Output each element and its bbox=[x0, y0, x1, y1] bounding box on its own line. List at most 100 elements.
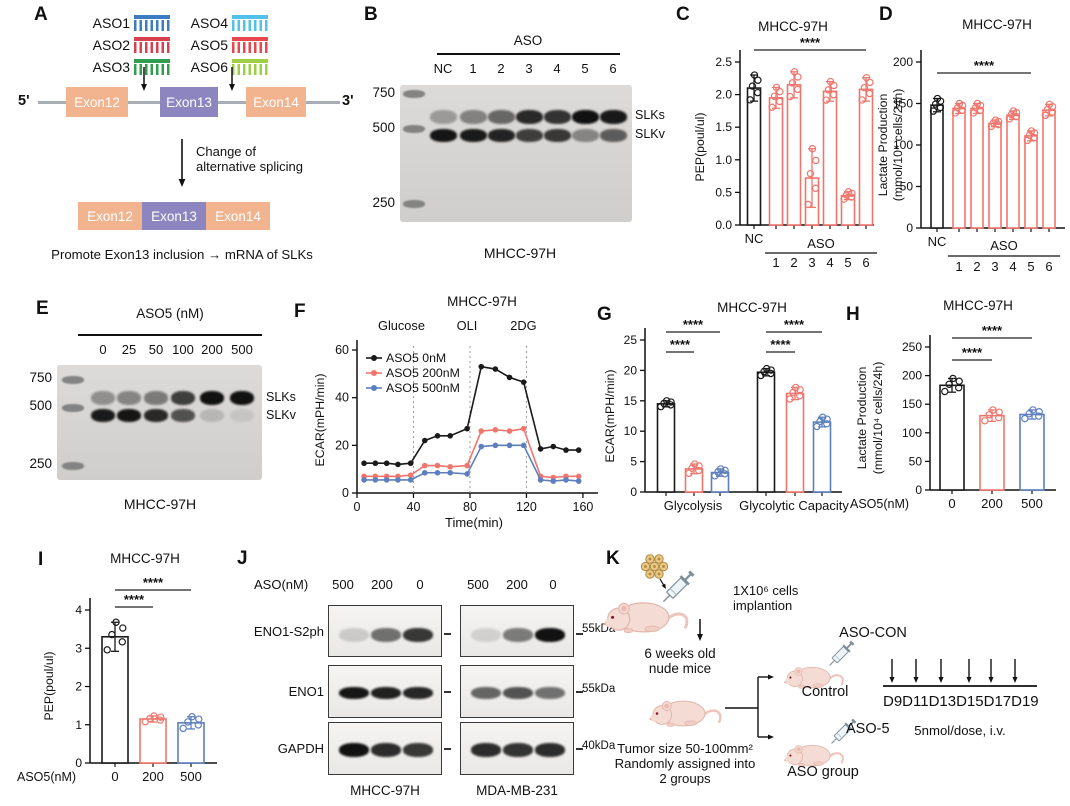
exon14-label: Exon14 bbox=[253, 94, 299, 110]
protein-band bbox=[471, 628, 502, 643]
svg-text:Lactate Production: Lactate Production bbox=[855, 367, 869, 470]
panel-f-ecar-line-chart: MHCC-97H ECAR(mPH/min) Time(min) 0 20 40 60 0 40… bbox=[313, 294, 598, 530]
aso6-icon bbox=[232, 59, 268, 75]
slks-band bbox=[200, 391, 224, 405]
blot-row-label: ENO1 bbox=[288, 684, 324, 699]
panel-label-a: A bbox=[34, 4, 48, 25]
panel-label-b: B bbox=[364, 4, 378, 25]
gel-caption: MHCC-97H bbox=[483, 245, 557, 261]
gel-lane-label: 4 bbox=[553, 61, 561, 76]
svg-text:Glycolysis: Glycolysis bbox=[664, 498, 723, 513]
svg-text:1: 1 bbox=[75, 718, 82, 732]
tumor-mouse-icon bbox=[648, 699, 722, 728]
tumor-line3: 2 groups bbox=[659, 771, 711, 786]
svg-text:****: **** bbox=[124, 592, 145, 607]
blot-image bbox=[460, 665, 574, 718]
svg-text:3: 3 bbox=[808, 255, 815, 270]
svg-text:50: 50 bbox=[909, 454, 923, 468]
slkv-band bbox=[515, 129, 543, 142]
panel-k-mouse-schematic: 1X10⁶ cells implantion 6 weeks old nude … bbox=[600, 545, 1070, 806]
svg-text:0: 0 bbox=[915, 483, 922, 497]
svg-text:Lactate Production: Lactate Production bbox=[876, 94, 890, 197]
svg-text:****: **** bbox=[962, 345, 983, 360]
blot-image bbox=[460, 605, 574, 657]
svg-text:200: 200 bbox=[142, 769, 164, 784]
svg-text:25: 25 bbox=[624, 333, 638, 347]
gel-lane-label: 6 bbox=[609, 61, 617, 76]
svg-text:250: 250 bbox=[902, 340, 922, 354]
panel-label-d: D bbox=[879, 4, 893, 25]
svg-text:4: 4 bbox=[75, 603, 82, 617]
svg-text:2DG: 2DG bbox=[510, 318, 536, 333]
exon13-label: Exon13 bbox=[166, 94, 212, 110]
protein-band bbox=[471, 686, 502, 699]
slkv-band bbox=[117, 409, 141, 422]
panel-a-conclusion-text: Promote Exon13 inclusion → mRNA of SLKs bbox=[51, 247, 313, 262]
blot-lane-label: 200 bbox=[371, 577, 393, 592]
svg-text:4: 4 bbox=[1009, 259, 1016, 274]
panel-a-arrows bbox=[141, 67, 235, 187]
slkv-band bbox=[487, 129, 515, 142]
svg-text:ASO5(nM): ASO5(nM) bbox=[17, 770, 76, 784]
exon13-box: Exon13 bbox=[160, 87, 218, 117]
svg-text:120: 120 bbox=[516, 500, 537, 514]
svg-text:ASO5(nM): ASO5(nM) bbox=[850, 497, 909, 511]
svg-text:200: 200 bbox=[902, 369, 922, 383]
svg-text:15: 15 bbox=[624, 394, 638, 408]
blot-lane-label: 0 bbox=[416, 577, 424, 592]
panel-label-g: G bbox=[597, 304, 612, 325]
cells-icon bbox=[640, 554, 669, 579]
protein-band bbox=[339, 686, 370, 699]
svg-text:****: **** bbox=[770, 337, 791, 352]
ladder-band bbox=[403, 125, 425, 133]
slks-band bbox=[515, 110, 543, 124]
svg-text:2: 2 bbox=[790, 255, 797, 270]
gel-header-underline bbox=[437, 53, 620, 55]
gel-lane-group-header: ASO bbox=[513, 33, 543, 48]
aso3-icon bbox=[134, 59, 170, 75]
merged-exon12-label: Exon12 bbox=[87, 208, 133, 224]
slks-band bbox=[459, 110, 487, 124]
blot-row-label: GAPDH bbox=[277, 741, 324, 756]
implanted-mouse-icon bbox=[602, 601, 689, 635]
panel-d-lactate-bar-chart: MHCC-97H Lactate Production (mmol/10⁴ cell… bbox=[876, 17, 1065, 274]
panel-label-h: H bbox=[846, 304, 860, 325]
protein-band bbox=[371, 628, 401, 643]
gel-lane-label: NC bbox=[433, 61, 453, 76]
aso1-icon bbox=[134, 15, 170, 31]
marker-label: 500 bbox=[29, 398, 52, 413]
splicing-note-line2: alternative splicing bbox=[196, 159, 303, 174]
five-prime-label: 5' bbox=[18, 93, 30, 109]
svg-text:MHCC-97H: MHCC-97H bbox=[758, 19, 828, 34]
svg-text:20: 20 bbox=[624, 363, 638, 377]
svg-text:MHCC-97H: MHCC-97H bbox=[110, 551, 180, 566]
protein-band bbox=[339, 742, 370, 757]
gel-header-underline bbox=[78, 334, 262, 336]
svg-text:0: 0 bbox=[75, 756, 82, 770]
protein-band bbox=[339, 628, 370, 643]
svg-text:1.0: 1.0 bbox=[715, 153, 732, 167]
svg-text:0: 0 bbox=[630, 485, 637, 499]
svg-text:Glycolytic Capacity: Glycolytic Capacity bbox=[739, 498, 849, 513]
slks-band bbox=[230, 391, 254, 405]
svg-text:NC: NC bbox=[928, 234, 947, 249]
exon14-box: Exon14 bbox=[246, 87, 306, 117]
protein-band bbox=[503, 686, 533, 699]
blot-lane-header: ASO(nM) bbox=[254, 577, 309, 592]
svg-text:ECAR(mPH/min): ECAR(mPH/min) bbox=[603, 370, 617, 463]
protein-band bbox=[534, 686, 565, 699]
panel-label-k: K bbox=[606, 548, 620, 569]
aso-label: ASO2 bbox=[92, 37, 130, 53]
dosing-timeline-label: D9D11D13D15D17D19 bbox=[883, 693, 1039, 710]
ladder-band bbox=[62, 462, 84, 470]
aso-label: ASO6 bbox=[190, 59, 228, 75]
svg-text:****: **** bbox=[670, 337, 691, 352]
blot-lane-label: 0 bbox=[549, 577, 557, 592]
svg-text:****: **** bbox=[800, 35, 821, 50]
svg-text:3: 3 bbox=[991, 259, 998, 274]
protein-band bbox=[402, 628, 433, 643]
svg-text:ASO: ASO bbox=[990, 238, 1017, 253]
size-tick bbox=[576, 747, 583, 750]
svg-text:****: **** bbox=[683, 317, 704, 332]
blot-row-label: ENO1-S2ph bbox=[253, 624, 324, 639]
